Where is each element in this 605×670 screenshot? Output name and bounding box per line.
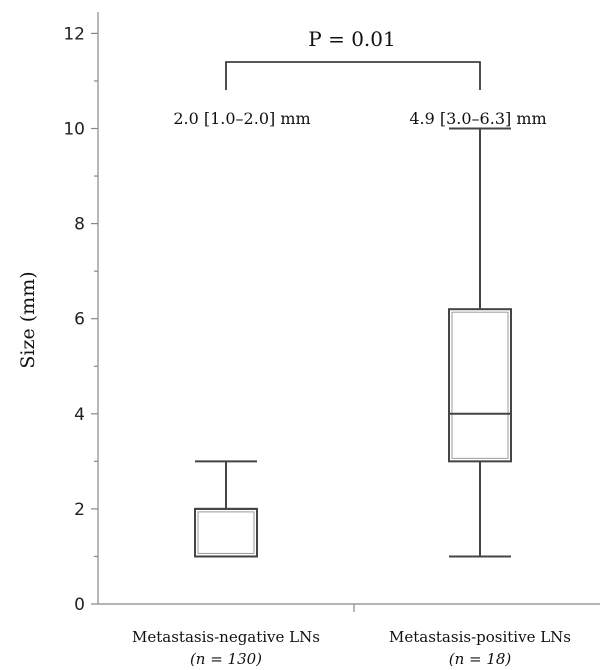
iqr-box <box>448 308 512 463</box>
y-axis-label: Size (mm) <box>17 271 39 368</box>
x-category-label-negative: Metastasis-negative LNs <box>132 628 320 646</box>
y-tick-label: 10 <box>63 119 85 139</box>
boxes <box>194 127 512 558</box>
y-tick-label: 4 <box>74 405 85 425</box>
iqr-box <box>194 507 258 558</box>
labels <box>225 61 481 90</box>
box-group <box>448 127 512 558</box>
significance-bracket <box>225 61 481 90</box>
iqr-box-inner <box>197 511 255 554</box>
x-category-label-positive: Metastasis-positive LNs <box>389 628 571 646</box>
box-group <box>194 460 258 558</box>
p-value-label: P = 0.01 <box>308 27 395 51</box>
y-tick-label: 6 <box>74 310 85 330</box>
y-tick-label: 8 <box>74 215 85 235</box>
summary-label-negative: 2.0 [1.0–2.0] mm <box>173 109 310 128</box>
y-tick-label: 2 <box>74 500 85 520</box>
n-label-negative: (n = 130) <box>190 650 262 668</box>
iqr-box-inner <box>451 311 509 459</box>
summary-label-positive: 4.9 [3.0–6.3] mm <box>409 109 546 128</box>
axes: 0 2 4 6 8 10 12 <box>63 12 600 615</box>
y-tick-label: 0 <box>74 595 85 615</box>
y-tick-label: 12 <box>63 24 85 44</box>
n-label-positive: (n = 18) <box>449 650 512 668</box>
